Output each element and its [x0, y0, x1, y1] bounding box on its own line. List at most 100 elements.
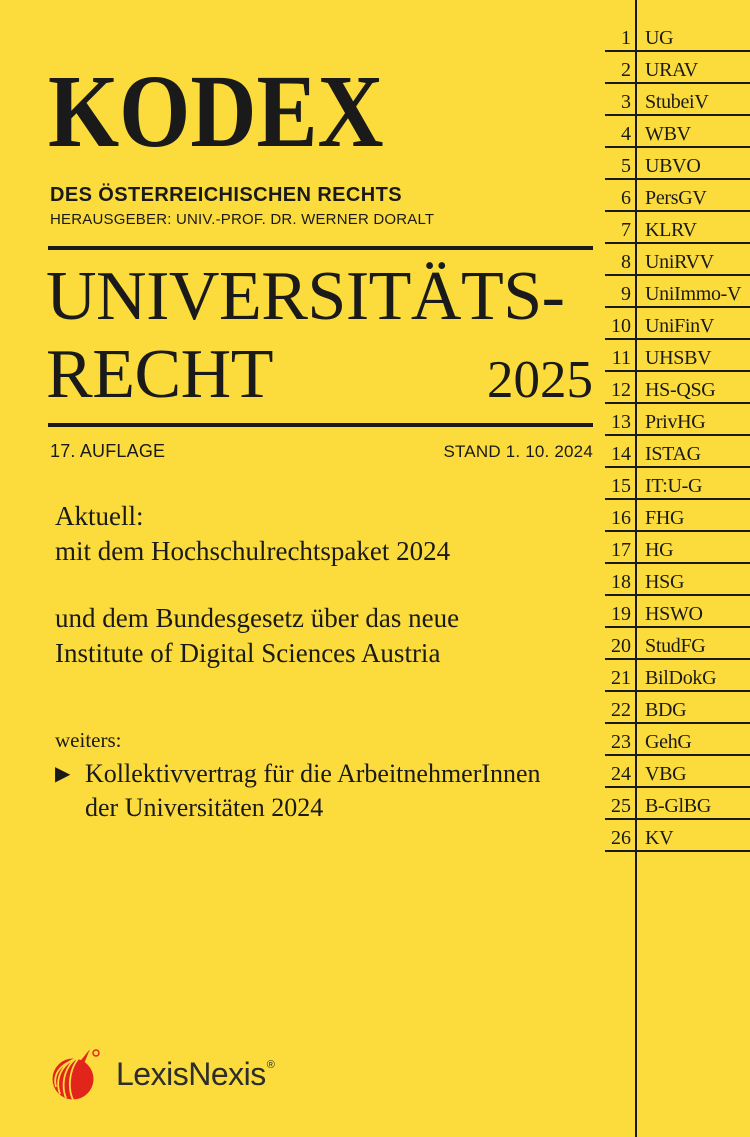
register-abbreviation: UniImmo-V — [645, 283, 742, 305]
register-number: 8 — [621, 251, 631, 273]
lexisnexis-wordmark: LexisNexis ® — [116, 1055, 275, 1093]
triangle-bullet-icon: ▶ — [55, 761, 71, 785]
register-row: 4 WBV — [605, 116, 750, 148]
register-number: 13 — [611, 411, 631, 433]
bullet-item: ▶ Kollektivvertrag für die ArbeitnehmerI… — [55, 757, 575, 825]
register-row: 24 VBG — [605, 756, 750, 788]
series-subtitle: DES ÖSTERREICHISCHEN RECHTS — [50, 184, 402, 206]
register-list: 1 UG 2 URAV 3 StubeiV 4 WBV 5 UBVO 6 Per… — [605, 20, 750, 852]
register-row: 3 StubeiV — [605, 84, 750, 116]
register-number: 21 — [611, 667, 631, 689]
register-row: 26 KV — [605, 820, 750, 852]
register-number: 1 — [621, 27, 631, 49]
register-abbreviation: HSG — [645, 571, 685, 593]
register-abbreviation: UG — [645, 27, 674, 49]
kodex-logo: KODEX — [48, 54, 384, 169]
register-number: 6 — [621, 187, 631, 209]
register-number: 4 — [621, 123, 631, 145]
register-abbreviation: B-GlBG — [645, 795, 711, 817]
register-number: 3 — [621, 91, 631, 113]
publisher-line: HERAUSGEBER: UNIV.-PROF. DR. WERNER DORA… — [50, 211, 435, 228]
register-abbreviation: UHSBV — [645, 347, 712, 369]
register-row: 14 ISTAG — [605, 436, 750, 468]
register-row: 19 HSWO — [605, 596, 750, 628]
edition-row: 17. AUFLAGE STAND 1. 10. 2024 — [50, 441, 593, 462]
register-vertical-rule — [635, 0, 637, 1137]
highlights-line2: und dem Bundesgesetz über das neue — [55, 603, 460, 633]
register-row: 18 HSG — [605, 564, 750, 596]
register-number: 17 — [611, 539, 631, 561]
register-number: 10 — [611, 315, 631, 337]
register-number: 16 — [611, 507, 631, 529]
register-row: 10 UniFinV — [605, 308, 750, 340]
register-abbreviation: FHG — [645, 507, 685, 529]
register-number: 22 — [611, 699, 631, 721]
register-abbreviation: BilDokG — [645, 667, 717, 689]
register-abbreviation: UniRVV — [645, 251, 714, 273]
spacer — [55, 569, 459, 601]
register-row: 21 BilDokG — [605, 660, 750, 692]
register-number: 18 — [611, 571, 631, 593]
register-row: 12 HS-QSG — [605, 372, 750, 404]
register-number: 26 — [611, 827, 631, 849]
register-row: 9 UniImmo-V — [605, 276, 750, 308]
register-abbreviation: HS-QSG — [645, 379, 716, 401]
lexisnexis-globe-icon — [52, 1049, 100, 1100]
register-number: 20 — [611, 635, 631, 657]
register-number: 11 — [611, 347, 631, 369]
register-row: 5 UBVO — [605, 148, 750, 180]
register-number: 12 — [611, 379, 631, 401]
highlights-line1: mit dem Hochschulrechtspaket 2024 — [55, 536, 451, 566]
bullet-text: Kollektivvertrag für die ArbeitnehmerInn… — [85, 759, 541, 822]
register-abbreviation: StudFG — [645, 635, 706, 657]
edition-label: 17. AUFLAGE — [50, 441, 166, 461]
register-number: 25 — [611, 795, 631, 817]
register-number: 24 — [611, 763, 631, 785]
register-row: 6 PersGV — [605, 180, 750, 212]
stand-date: STAND 1. 10. 2024 — [443, 442, 593, 461]
register-abbreviation: WBV — [645, 123, 691, 145]
register-row: 16 FHG — [605, 500, 750, 532]
highlights-block: Aktuell: mit dem Hochschulrechtspaket 20… — [55, 499, 459, 671]
lexisnexis-logo: LexisNexis ® — [52, 1046, 275, 1102]
register-row: 7 KLRV — [605, 212, 750, 244]
register-abbreviation: StubeiV — [645, 91, 709, 113]
register-abbreviation: HSWO — [645, 603, 703, 625]
edition-year: 2025 — [487, 351, 593, 409]
weiters-block: weiters: ▶ Kollektivvertrag für die Arbe… — [55, 727, 575, 825]
register-number: 9 — [621, 283, 631, 305]
register-number: 5 — [621, 155, 631, 177]
register-row: 22 BDG — [605, 692, 750, 724]
title-rule-bottom — [48, 423, 593, 427]
register-abbreviation: HG — [645, 539, 674, 561]
highlights-intro: Aktuell: — [55, 501, 144, 531]
register-number: 19 — [611, 603, 631, 625]
register-abbreviation: KLRV — [645, 219, 697, 241]
register-abbreviation: PersGV — [645, 187, 707, 209]
register-number: 7 — [621, 219, 631, 241]
register-number: 14 — [611, 443, 631, 465]
book-title-line2: RECHT 2025 — [46, 340, 593, 410]
register-abbreviation: KV — [645, 827, 674, 849]
register-abbreviation: ISTAG — [645, 443, 701, 465]
register-row: 20 StudFG — [605, 628, 750, 660]
book-title-word: RECHT — [46, 336, 273, 413]
weiters-label: weiters: — [55, 728, 122, 752]
register-abbreviation: PrivHG — [645, 411, 706, 433]
register-row: 11 UHSBV — [605, 340, 750, 372]
register-row: 25 B-GlBG — [605, 788, 750, 820]
register-abbreviation: IT:U-G — [645, 475, 703, 497]
lexisnexis-text: LexisNexis — [116, 1055, 266, 1092]
highlights-line3: Institute of Digital Sciences Austria — [55, 638, 441, 668]
register-abbreviation: VBG — [645, 763, 687, 785]
register-row: 15 IT:U-G — [605, 468, 750, 500]
register-abbreviation: BDG — [645, 699, 687, 721]
register-row: 23 GehG — [605, 724, 750, 756]
register-row: 2 URAV — [605, 52, 750, 84]
register-row: 17 HG — [605, 532, 750, 564]
register-abbreviation: UBVO — [645, 155, 701, 177]
register-number: 15 — [611, 475, 631, 497]
title-rule-top — [48, 246, 593, 250]
book-title-line1: UNIVERSITÄTS- — [46, 258, 565, 335]
